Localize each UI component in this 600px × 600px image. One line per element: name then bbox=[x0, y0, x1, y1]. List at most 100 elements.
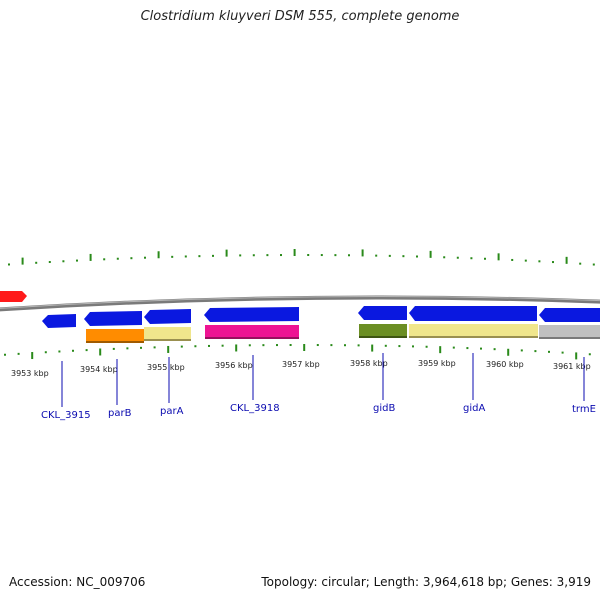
tick-mark bbox=[276, 344, 278, 347]
tick-mark bbox=[425, 345, 428, 348]
feature-arrow-red[interactable] bbox=[0, 291, 27, 302]
tick-mark bbox=[524, 259, 527, 262]
accession-text: Accession: NC_009706 bbox=[9, 575, 146, 589]
tick-mark bbox=[470, 257, 473, 260]
tick-mark bbox=[44, 351, 47, 354]
tick-mark bbox=[398, 345, 401, 348]
tick-mark bbox=[466, 347, 469, 350]
gene-label-ckl3915[interactable]: CKL_3915 bbox=[41, 410, 91, 421]
cog-bar-parb bbox=[86, 329, 144, 343]
tick-mark bbox=[103, 258, 106, 261]
kbp-scale: 3953 kbp 3954 kbp 3955 kbp 3956 kbp 3957… bbox=[11, 359, 591, 378]
tick-mark bbox=[126, 347, 129, 350]
tick-mark bbox=[198, 255, 201, 258]
tick-mark bbox=[144, 256, 146, 259]
kbp-label: 3958 kbp bbox=[350, 359, 388, 368]
tick-mark bbox=[443, 256, 446, 259]
tick-mark bbox=[31, 352, 34, 360]
gene-label-parb[interactable]: parB bbox=[108, 408, 132, 419]
tick-mark bbox=[402, 255, 405, 258]
tick-mark bbox=[520, 349, 523, 352]
tick-mark bbox=[208, 344, 210, 347]
tick-mark bbox=[184, 255, 187, 258]
tick-mark bbox=[588, 353, 591, 356]
tick-mark bbox=[565, 256, 568, 264]
kbp-label: 3960 kbp bbox=[486, 360, 524, 369]
cog-bar-trme-edge bbox=[539, 337, 600, 339]
tick-mark bbox=[116, 257, 119, 260]
tick-mark bbox=[212, 254, 214, 257]
kbp-label: 3961 kbp bbox=[553, 362, 591, 371]
tick-mark bbox=[4, 353, 6, 356]
gene-label-gidb[interactable]: gidB bbox=[373, 403, 395, 414]
gene-arrow-trme[interactable] bbox=[539, 308, 600, 322]
gene-arrows bbox=[42, 306, 600, 328]
tick-mark bbox=[72, 349, 74, 352]
tick-mark bbox=[293, 249, 296, 257]
tick-mark bbox=[330, 344, 333, 347]
kbp-label: 3957 kbp bbox=[282, 360, 320, 369]
gene-arrow-gida[interactable] bbox=[409, 306, 537, 321]
tick-mark bbox=[167, 345, 170, 353]
tick-mark bbox=[58, 350, 61, 353]
gene-arrow-parb[interactable] bbox=[84, 311, 142, 326]
tick-mark bbox=[21, 257, 24, 265]
kbp-label: 3954 kbp bbox=[80, 365, 118, 374]
cog-bar-para bbox=[144, 327, 191, 341]
tick-mark bbox=[452, 346, 455, 349]
tick-mark bbox=[375, 254, 378, 257]
tick-mark bbox=[171, 255, 174, 258]
tick-marks bbox=[4, 249, 595, 360]
genome-summary-text: Topology: circular; Length: 3,964,618 bp… bbox=[261, 575, 591, 589]
tick-mark bbox=[548, 350, 550, 353]
cog-bar-gida bbox=[409, 324, 538, 338]
tick-mark bbox=[225, 249, 228, 257]
tick-mark bbox=[439, 346, 442, 354]
kbp-label: 3956 kbp bbox=[215, 361, 253, 370]
tick-mark bbox=[252, 254, 255, 257]
tick-mark bbox=[248, 344, 251, 347]
gene-label-para[interactable]: parA bbox=[160, 406, 184, 417]
tick-mark bbox=[334, 254, 337, 257]
cog-bars bbox=[86, 324, 600, 343]
genome-backbone-highlight bbox=[0, 296, 600, 309]
tick-mark bbox=[416, 255, 418, 258]
kbp-label: 3959 kbp bbox=[418, 359, 456, 368]
tick-mark bbox=[262, 344, 265, 347]
tick-mark bbox=[456, 256, 459, 259]
cog-bar-gidb-edge bbox=[359, 336, 407, 338]
gene-label-ckl3918[interactable]: CKL_3918 bbox=[230, 403, 280, 414]
tick-mark bbox=[303, 344, 306, 352]
tick-mark bbox=[388, 254, 391, 257]
tick-mark bbox=[511, 258, 514, 261]
kbp-label: 3953 kbp bbox=[11, 369, 49, 378]
tick-mark bbox=[344, 344, 346, 347]
cog-bar-gidb bbox=[359, 324, 407, 338]
tick-mark bbox=[157, 251, 160, 259]
genome-backbone bbox=[0, 295, 600, 312]
tick-mark bbox=[357, 344, 360, 347]
tick-mark bbox=[579, 262, 582, 265]
gene-arrow-para[interactable] bbox=[144, 309, 191, 324]
kbp-label: 3955 kbp bbox=[147, 363, 185, 372]
gene-label-trme[interactable]: trmE bbox=[572, 404, 596, 415]
tick-mark bbox=[497, 253, 500, 261]
tick-mark bbox=[307, 254, 310, 257]
gene-arrow-gidb[interactable] bbox=[358, 306, 407, 320]
gene-arrow-ckl3918[interactable] bbox=[204, 307, 299, 322]
gene-leader-lines bbox=[61, 353, 585, 407]
tick-mark bbox=[384, 344, 387, 347]
tick-mark bbox=[99, 348, 102, 356]
gene-label-gida[interactable]: gidA bbox=[463, 403, 485, 414]
tick-mark bbox=[235, 344, 238, 352]
gene-arrow-ckl3915[interactable] bbox=[42, 314, 76, 328]
tick-mark bbox=[371, 344, 374, 352]
tick-mark bbox=[62, 260, 65, 263]
tick-mark bbox=[429, 250, 432, 258]
tick-mark bbox=[552, 261, 554, 264]
tick-mark bbox=[484, 257, 486, 260]
figure-title: Clostridium kluyveri DSM 555, complete g… bbox=[140, 9, 460, 24]
tick-mark bbox=[289, 344, 292, 347]
